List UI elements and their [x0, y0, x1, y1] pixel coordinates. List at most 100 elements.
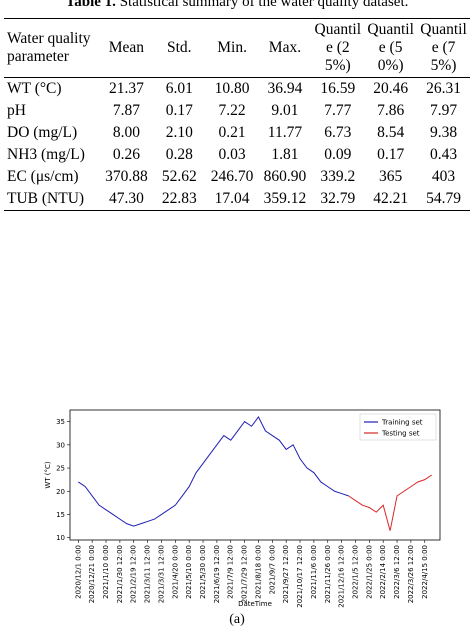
- summary-table: Water quality parameter Mean Std. Min. Max. Q…: [4, 18, 470, 211]
- table-cell: 0.03: [218, 146, 246, 163]
- table-cell: 22.83: [161, 190, 197, 207]
- x-tick-label: 2021/1/10 0:00: [102, 545, 110, 599]
- x-tick-label: 2021/7/9 12:00: [227, 545, 235, 599]
- table-cell: 403: [431, 168, 456, 185]
- table-cell: 47.30: [108, 190, 144, 207]
- x-tick-label: 2021/3/31 12:00: [157, 545, 165, 603]
- table-cell: NH3 (mg/L): [7, 146, 85, 163]
- y-axis-label: WT (°C): [44, 461, 52, 489]
- y-tick-label: 35: [56, 418, 65, 426]
- plot-frame: [69, 409, 441, 541]
- x-tick-label: 2022/2/14 0:00: [379, 545, 387, 599]
- table-cell: 20.46: [373, 80, 409, 97]
- table-cell: 2.10: [165, 124, 193, 141]
- table-cell: 7.77: [324, 102, 352, 119]
- table-caption: Table 1. Statistical summary of the wate…: [0, 0, 474, 11]
- table-row: DO (mg/L) 8.00 2.10 0.21 11.77 6.73 8.54 9.38: [4, 122, 470, 144]
- table-cell: 36.94: [267, 80, 303, 97]
- table-cell: 0.21: [218, 124, 246, 141]
- table-cell: 0.17: [165, 102, 193, 119]
- x-tick-label: 2021/7/29 12:00: [241, 545, 249, 603]
- figure-caption: (a): [229, 612, 245, 627]
- table-cell: DO (mg/L): [7, 124, 78, 141]
- x-tick-label: 2021/5/30 0:00: [199, 545, 207, 599]
- table-cell: 339.2: [320, 168, 356, 185]
- table-cell: 26.31: [426, 80, 461, 97]
- y-tick-label: 10: [56, 534, 65, 542]
- caption-text: Statistical summary of the water quality…: [119, 0, 409, 10]
- header-cell: Quantile (75%): [420, 21, 467, 74]
- y-tick-label: 25: [56, 465, 65, 473]
- table-row: TUB (NTU) 47.30 22.83 17.04 359.12 32.79 42.21…: [4, 188, 470, 211]
- table-cell: 16.59: [320, 80, 356, 97]
- x-tick-label: 2021/5/10 0:00: [185, 545, 193, 599]
- table-cell: 0.43: [429, 146, 458, 163]
- x-axis-label: DateTime: [238, 600, 272, 608]
- x-tick-label: 2021/4/20 0:00: [171, 545, 179, 599]
- legend-label: Testing set: [381, 430, 420, 438]
- table-cell: 370.88: [105, 168, 148, 185]
- x-tick-label: 2021/10/17 12:00: [296, 545, 304, 608]
- header-cell: Quantile (50%): [367, 21, 414, 74]
- table-row: pH 7.87 0.17 7.22 9.01 7.77 7.86 7.97: [4, 100, 470, 122]
- table-body: WT (°C) 21.37 6.01 10.80 36.94 16.59 20.46 26.3…: [4, 78, 470, 211]
- table-cell: 9.01: [271, 102, 299, 119]
- y-tick-label: 15: [56, 511, 65, 519]
- table-cell: 246.70: [210, 168, 254, 185]
- header-cell: Max.: [268, 39, 302, 56]
- x-tick-label: 2021/12/16 12:00: [338, 545, 346, 608]
- table-cell: 52.62: [161, 168, 197, 185]
- table-cell: 7.86: [377, 102, 405, 119]
- table-cell: 32.79: [320, 190, 356, 207]
- table-cell: TUB (NTU): [7, 190, 85, 207]
- table-cell: 365: [379, 168, 403, 185]
- table-cell: 17.04: [214, 190, 250, 207]
- x-tick-label: 2021/1/30 12:00: [116, 545, 124, 603]
- table-cell: 6.73: [324, 124, 352, 141]
- x-tick-label: 2022/3/6 12:00: [393, 545, 401, 599]
- y-tick-label: 20: [56, 488, 65, 496]
- table-cell: 7.87: [112, 102, 140, 119]
- legend-box: [359, 413, 437, 441]
- table-cell: 10.80: [214, 80, 250, 97]
- table-cell: 7.22: [218, 102, 246, 119]
- table-cell: 42.21: [373, 190, 409, 207]
- x-tick-label: 2021/2/19 12:00: [130, 545, 138, 603]
- table-cell: 54.79: [426, 190, 461, 207]
- x-tick-label: 2022/1/5 12:00: [351, 545, 359, 599]
- x-tick-label: 2022/4/15 0:00: [421, 545, 429, 599]
- y-tick-label: 30: [56, 441, 65, 449]
- caption-label: Table 1.: [65, 0, 116, 10]
- table-cell: 0.26: [112, 146, 140, 163]
- x-tick-label: 2020/12/21 0:00: [88, 545, 96, 603]
- table-cell: WT (°C): [7, 80, 62, 97]
- table-cell: 11.77: [267, 124, 303, 141]
- x-tick-label: 2021/6/19 12:00: [213, 545, 221, 603]
- table-cell: 0.09: [324, 146, 352, 163]
- table-cell: 8.54: [377, 124, 405, 141]
- table-cell: EC (μs/cm): [7, 168, 79, 185]
- header-cell: Mean: [108, 39, 145, 56]
- header-cell: Std.: [166, 39, 192, 56]
- data-line: [78, 416, 349, 527]
- header-cell: Quantile (25%): [314, 21, 362, 74]
- table-cell: 6.01: [165, 80, 193, 97]
- table-cell: 860.90: [263, 168, 307, 185]
- table-row: WT (°C) 21.37 6.01 10.80 36.94 16.59 20.46 26.3…: [4, 78, 470, 101]
- x-tick-label: 2022/3/26 12:00: [407, 545, 415, 603]
- header-cell: Water quality parameter: [7, 30, 91, 65]
- table-cell: 9.38: [429, 124, 458, 141]
- x-tick-label: 2021/9/27 12:00: [282, 545, 290, 603]
- table-cell: 0.28: [165, 146, 193, 163]
- table-cell: 8.00: [112, 124, 140, 141]
- table-cell: 21.37: [108, 80, 144, 97]
- table-cell: 0.17: [377, 146, 405, 163]
- table-cell: pH: [7, 102, 26, 119]
- x-tick-label: 2021/8/18 0:00: [254, 545, 262, 599]
- x-tick-label: 2020/12/1 0:00: [74, 545, 82, 599]
- header-cell: Min.: [217, 39, 247, 56]
- chart: 10 15 20 25 30 35 2020/12/1 0:00 2020/12/21 0:0…: [44, 409, 441, 608]
- x-tick-label: 2022/1/25 0:00: [365, 545, 373, 599]
- table-cell: 359.12: [263, 190, 307, 207]
- x-tick-label: 2021/11/26 0:00: [324, 545, 332, 603]
